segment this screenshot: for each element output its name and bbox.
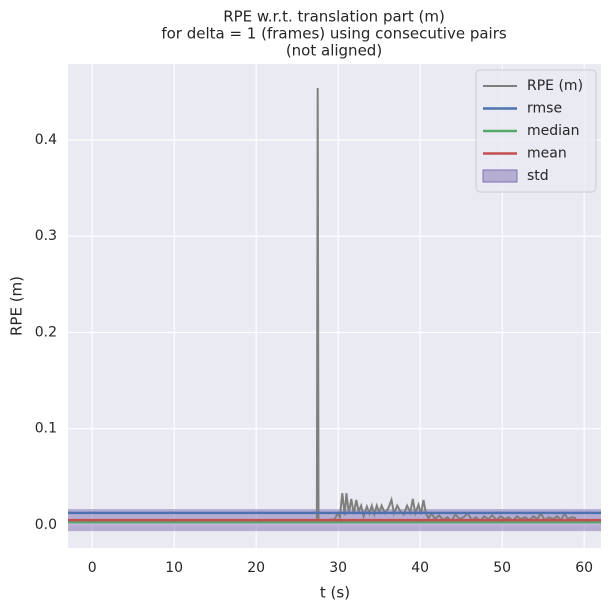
legend-swatch bbox=[482, 169, 518, 183]
x-tick-label: 10 bbox=[165, 560, 183, 576]
legend-label: RPE (m) bbox=[527, 78, 583, 94]
chart-title: (not aligned) bbox=[286, 42, 382, 60]
legend: RPE (m) rmse median mean std bbox=[475, 69, 597, 193]
marks bbox=[68, 88, 601, 532]
x-tick-label: 50 bbox=[493, 560, 511, 576]
labels: RPE w.r.t. translation part (m) for delt… bbox=[8, 8, 594, 602]
y-tick-label: 0.4 bbox=[35, 132, 57, 148]
x-tick-label: 60 bbox=[575, 560, 593, 576]
chart-title: RPE w.r.t. translation part (m) bbox=[223, 8, 445, 26]
legend-label: mean bbox=[527, 146, 567, 162]
chart-title: for delta = 1 (frames) using consecutive… bbox=[161, 25, 507, 43]
x-tick-label: 30 bbox=[329, 560, 347, 576]
legend-label: std bbox=[527, 168, 549, 184]
x-tick-label: 20 bbox=[247, 560, 265, 576]
y-axis-label: RPE (m) bbox=[8, 276, 26, 336]
y-tick-label: 0.3 bbox=[35, 228, 57, 244]
legend-label: rmse bbox=[527, 101, 562, 117]
x-tick-label: 0 bbox=[88, 560, 97, 576]
legend-box bbox=[475, 69, 597, 193]
x-tick-label: 40 bbox=[411, 560, 429, 576]
data-line bbox=[315, 88, 577, 523]
legend-label: median bbox=[527, 123, 579, 139]
x-axis-label: t (s) bbox=[320, 584, 350, 602]
y-tick-label: 0.0 bbox=[35, 517, 57, 533]
y-tick-label: 0.2 bbox=[35, 324, 57, 340]
y-tick-label: 0.1 bbox=[35, 421, 57, 437]
